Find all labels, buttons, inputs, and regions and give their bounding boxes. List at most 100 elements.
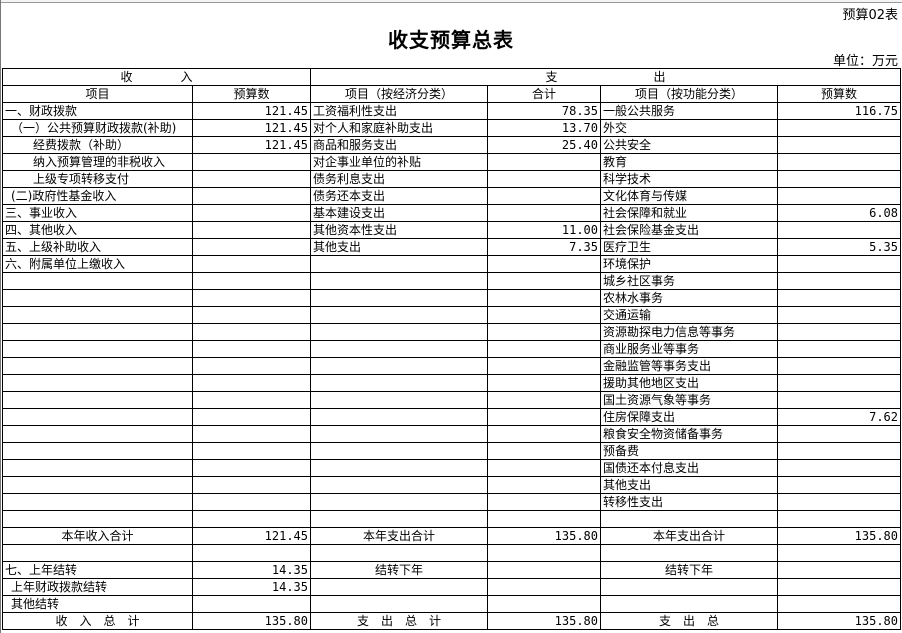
econ-item[interactable]: 其他支出 bbox=[310, 238, 488, 256]
func-item[interactable]: 预备费 bbox=[600, 442, 778, 460]
func-value[interactable] bbox=[777, 187, 901, 205]
income-item[interactable]: 六、附属单位上缴收入 bbox=[2, 255, 193, 273]
income-value[interactable] bbox=[192, 442, 311, 460]
income-value[interactable] bbox=[192, 425, 311, 443]
econ-item[interactable]: 债务还本支出 bbox=[310, 187, 488, 205]
econ-item[interactable] bbox=[310, 425, 488, 443]
econ-value[interactable]: 13.70 bbox=[487, 119, 601, 137]
income-item[interactable] bbox=[2, 357, 193, 375]
income-value[interactable] bbox=[192, 170, 311, 188]
income-item[interactable] bbox=[2, 425, 193, 443]
econ-value[interactable] bbox=[487, 289, 601, 307]
grand-income-label[interactable]: 收 入 总 计 bbox=[2, 612, 193, 630]
income-item[interactable] bbox=[2, 476, 193, 494]
empty-cell[interactable] bbox=[192, 510, 311, 528]
income-item[interactable]: 纳入预算管理的非税收入 bbox=[2, 153, 193, 171]
income-value[interactable] bbox=[192, 272, 311, 290]
econ-item[interactable] bbox=[310, 357, 488, 375]
income-value[interactable] bbox=[192, 408, 311, 426]
econ-value[interactable] bbox=[487, 187, 601, 205]
income-item[interactable] bbox=[2, 340, 193, 358]
carry-value[interactable]: 14.35 bbox=[192, 561, 311, 579]
func-value[interactable] bbox=[777, 221, 901, 239]
year-expense-total-label[interactable]: 本年支出合计 bbox=[310, 527, 488, 545]
func-value[interactable] bbox=[777, 357, 901, 375]
income-item[interactable]: （一）公共预算财政拨款(补助) bbox=[2, 119, 193, 137]
econ-value[interactable]: 25.40 bbox=[487, 136, 601, 154]
carry-forward-func[interactable] bbox=[600, 578, 778, 596]
carry-forward-func[interactable] bbox=[600, 595, 778, 613]
income-item[interactable]: 一、财政拨款 bbox=[2, 102, 193, 120]
func-value[interactable] bbox=[777, 170, 901, 188]
func-item[interactable]: 粮食安全物资储备事务 bbox=[600, 425, 778, 443]
income-item[interactable]: 五、上级补助收入 bbox=[2, 238, 193, 256]
carry-forward-econ-value[interactable] bbox=[487, 561, 601, 579]
carry-forward-econ[interactable] bbox=[310, 578, 488, 596]
func-value[interactable] bbox=[777, 374, 901, 392]
econ-item[interactable] bbox=[310, 459, 488, 477]
econ-item[interactable]: 其他资本性支出 bbox=[310, 221, 488, 239]
func-item[interactable]: 住房保障支出 bbox=[600, 408, 778, 426]
func-value[interactable] bbox=[777, 459, 901, 477]
econ-item[interactable] bbox=[310, 391, 488, 409]
econ-item[interactable] bbox=[310, 255, 488, 273]
carry-forward-econ-value[interactable] bbox=[487, 595, 601, 613]
empty-cell[interactable] bbox=[777, 544, 901, 562]
econ-item[interactable] bbox=[310, 442, 488, 460]
econ-value[interactable]: 7.35 bbox=[487, 238, 601, 256]
econ-value[interactable] bbox=[487, 255, 601, 273]
func-value[interactable]: 5.35 bbox=[777, 238, 901, 256]
empty-cell[interactable] bbox=[192, 544, 311, 562]
empty-cell[interactable] bbox=[600, 544, 778, 562]
income-value[interactable] bbox=[192, 459, 311, 477]
income-value[interactable] bbox=[192, 187, 311, 205]
func-item[interactable]: 文化体育与传媒 bbox=[600, 187, 778, 205]
func-item[interactable]: 金融监管等事务支出 bbox=[600, 357, 778, 375]
income-value[interactable]: 121.45 bbox=[192, 136, 311, 154]
income-value[interactable]: 121.45 bbox=[192, 102, 311, 120]
func-value[interactable]: 116.75 bbox=[777, 102, 901, 120]
econ-value[interactable] bbox=[487, 357, 601, 375]
empty-cell[interactable] bbox=[487, 544, 601, 562]
year-income-total-value[interactable]: 121.45 bbox=[192, 527, 311, 545]
func-value[interactable] bbox=[777, 255, 901, 273]
econ-value[interactable] bbox=[487, 272, 601, 290]
econ-item[interactable] bbox=[310, 374, 488, 392]
func-item[interactable]: 一般公共服务 bbox=[600, 102, 778, 120]
empty-cell[interactable] bbox=[600, 510, 778, 528]
grand-expense-label[interactable]: 支 出 总 计 bbox=[310, 612, 488, 630]
func-item[interactable]: 援助其他地区支出 bbox=[600, 374, 778, 392]
income-value[interactable] bbox=[192, 323, 311, 341]
grand-expense-value[interactable]: 135.80 bbox=[487, 612, 601, 630]
income-value[interactable] bbox=[192, 204, 311, 222]
econ-value[interactable] bbox=[487, 153, 601, 171]
income-value[interactable] bbox=[192, 357, 311, 375]
income-item[interactable] bbox=[2, 493, 193, 511]
econ-value[interactable]: 78.35 bbox=[487, 102, 601, 120]
income-value[interactable] bbox=[192, 374, 311, 392]
econ-value[interactable] bbox=[487, 425, 601, 443]
func-item[interactable]: 外交 bbox=[600, 119, 778, 137]
func-value[interactable] bbox=[777, 306, 901, 324]
carry-item[interactable]: 七、上年结转 bbox=[2, 561, 193, 579]
year-income-total-label[interactable]: 本年收入合计 bbox=[2, 527, 193, 545]
func-value[interactable] bbox=[777, 340, 901, 358]
func-value[interactable] bbox=[777, 272, 901, 290]
econ-item[interactable]: 对企事业单位的补贴 bbox=[310, 153, 488, 171]
carry-forward-func-value[interactable] bbox=[777, 578, 901, 596]
func-item[interactable]: 商业服务业等事务 bbox=[600, 340, 778, 358]
econ-item[interactable] bbox=[310, 306, 488, 324]
func-item[interactable]: 国土资源气象等事务 bbox=[600, 391, 778, 409]
func-value[interactable] bbox=[777, 289, 901, 307]
econ-value[interactable]: 11.00 bbox=[487, 221, 601, 239]
year-func-total-label[interactable]: 本年支出合计 bbox=[600, 527, 778, 545]
income-item[interactable] bbox=[2, 408, 193, 426]
func-item[interactable]: 国债还本付息支出 bbox=[600, 459, 778, 477]
income-value[interactable] bbox=[192, 493, 311, 511]
empty-cell[interactable] bbox=[310, 510, 488, 528]
econ-value[interactable] bbox=[487, 170, 601, 188]
income-value[interactable] bbox=[192, 476, 311, 494]
income-item[interactable]: 四、其他收入 bbox=[2, 221, 193, 239]
func-item[interactable]: 资源勘探电力信息等事务 bbox=[600, 323, 778, 341]
empty-cell[interactable] bbox=[487, 510, 601, 528]
